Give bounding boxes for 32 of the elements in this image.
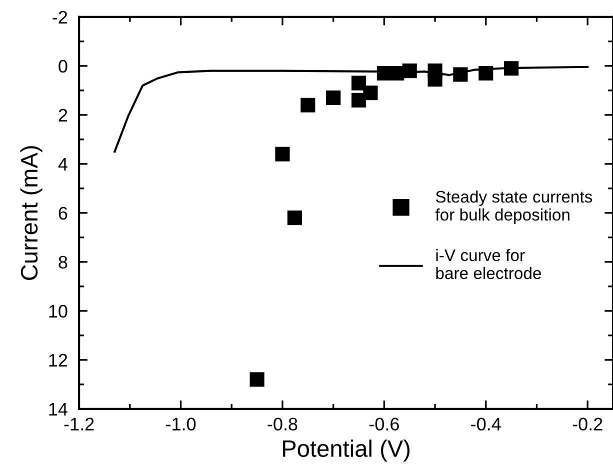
point [326,90,341,106]
point [453,67,468,82]
y-tick-label: 8 [58,256,68,269]
point [428,72,442,87]
y-tick-label: 4 [58,158,68,170]
x-tick-label: -0.4 [471,418,501,430]
x-tick-label: -0.8 [268,418,298,430]
y-tick-label: 0 [58,60,68,73]
point [300,98,316,112]
point [504,61,519,76]
y-tick-label: 2 [58,108,68,122]
x-tick-label: -1.0 [166,418,196,430]
x-axis-title: Potential (V) [283,440,410,462]
point [478,66,494,81]
x-tick-label: -1.2 [64,418,94,430]
point [287,210,302,226]
point [275,146,290,162]
y-tick-label: 14 [49,403,68,416]
point [390,66,404,81]
y-tick-label: 6 [58,206,68,220]
y-axis-title: Current (mA) [20,146,42,280]
point [250,372,264,387]
legend-label: Steady state currents for bulk deposition [435,190,592,224]
y-tick-label: -2 [52,10,68,24]
point [363,86,378,100]
point [402,64,417,78]
x-tick-label: -0.2 [572,418,602,430]
point [351,76,366,90]
y-tick-label: 10 [49,304,68,318]
y-tick-label: 12 [49,354,68,366]
x-tick-label: -0.6 [369,418,399,430]
legend-label: i-V curve for bare electrode [436,248,541,280]
